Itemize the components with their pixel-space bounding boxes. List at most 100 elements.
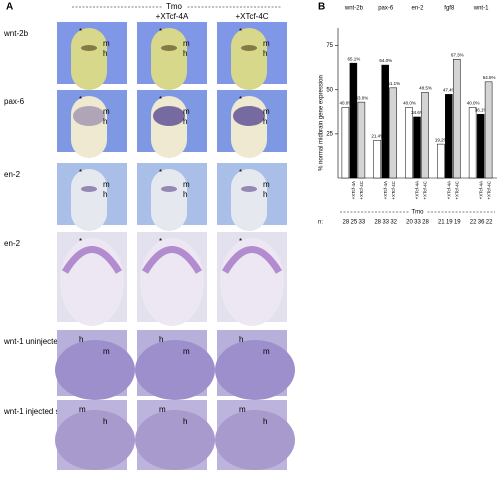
value-label: 43.0% (356, 95, 369, 100)
row-label: en-2 (4, 170, 21, 179)
n-count: 28 (343, 220, 350, 226)
annotation: m (183, 347, 190, 356)
value-label: 51.1% (387, 81, 400, 86)
annotation: * (79, 95, 82, 104)
annotation: h (183, 190, 187, 199)
annotation: h (183, 49, 187, 58)
series-label: +XTcf-4C (486, 180, 491, 199)
embryo (151, 96, 187, 158)
annotation: m (159, 405, 166, 414)
n-count: 33 (414, 220, 421, 226)
stain (221, 246, 283, 274)
annotation: h (263, 49, 267, 58)
bar (341, 107, 350, 179)
series-label: +XTcf-4C (423, 180, 428, 199)
n-label: n: (318, 220, 323, 226)
stain (241, 45, 257, 51)
n-count: 19 (454, 220, 461, 226)
series-label: +XTcf-4A (351, 181, 356, 199)
annotation: * (239, 27, 242, 36)
annotation: m (183, 39, 190, 48)
annotation: * (79, 27, 82, 36)
annotation: h (103, 49, 107, 58)
annotation: * (239, 168, 242, 177)
stain (153, 106, 185, 126)
annotation: h (263, 417, 267, 426)
n-count: 22 (470, 220, 477, 226)
bar (381, 64, 389, 179)
n-count: 28 (374, 220, 381, 226)
header-bg (162, 2, 186, 12)
y-tick-label: 50 (326, 87, 333, 93)
bar (468, 107, 477, 179)
value-label: 34.6% (411, 110, 424, 115)
annotation: m (263, 347, 270, 356)
annotation: h (103, 190, 107, 199)
y-tick-label: 25 (326, 131, 333, 137)
annotation: m (263, 39, 270, 48)
annotation: * (239, 237, 242, 246)
series-label: +XTcf-4A (446, 181, 451, 199)
bar (445, 94, 453, 179)
embryo (55, 340, 135, 400)
stain (81, 186, 97, 192)
row-label: wnt-2b (3, 29, 29, 38)
bar (349, 62, 358, 179)
category-label: en-2 (411, 6, 424, 12)
n-count: 33 (359, 220, 366, 226)
embryo (71, 96, 107, 158)
annotation: h (103, 417, 107, 426)
row-label: en-2 (4, 239, 21, 248)
annotation: * (79, 168, 82, 177)
embryo (135, 410, 215, 470)
n-count: 36 (478, 220, 485, 226)
stain (233, 106, 265, 126)
embryo (71, 169, 107, 231)
annotation: * (239, 95, 242, 104)
annotation: h (103, 117, 107, 126)
annotation: * (79, 237, 82, 246)
panel-label: B (318, 2, 325, 13)
bar (453, 58, 461, 179)
panel-label: A (6, 2, 13, 13)
embryo (71, 28, 107, 90)
row-label: wnt-1 uninjected side (3, 337, 80, 346)
category-label: fgf8 (444, 6, 455, 12)
n-count: 22 (486, 220, 493, 226)
value-label: 21.4% (371, 133, 384, 138)
series-label: +XTcf-4C (391, 180, 396, 199)
column-label: +XTcf-4C (235, 12, 268, 21)
stain (61, 246, 123, 274)
category-label: wnt-2b (344, 6, 364, 12)
category-label: wnt-1 (473, 6, 489, 12)
embryo (151, 28, 187, 90)
embryo (231, 169, 267, 231)
value-label: 54.5% (483, 75, 496, 80)
bar (373, 139, 381, 179)
n-count: 28 (422, 220, 429, 226)
annotation: h (263, 190, 267, 199)
row-label: wnt-1 injected side (3, 407, 71, 416)
annotation: m (79, 405, 86, 414)
embryo (151, 169, 187, 231)
annotation: h (79, 335, 83, 344)
annotation: m (103, 180, 110, 189)
annotation: * (159, 27, 162, 36)
bar (405, 107, 413, 179)
bracket-bg (408, 208, 427, 216)
n-count: 33 (382, 220, 389, 226)
annotation: m (263, 107, 270, 116)
n-count: 32 (390, 220, 397, 226)
stain (73, 106, 105, 126)
annotation: m (239, 405, 246, 414)
bar (437, 143, 445, 179)
bar (484, 81, 493, 179)
value-label: 40.0% (340, 101, 353, 106)
stain (81, 45, 97, 51)
annotation: * (159, 168, 162, 177)
value-label: 40.0% (403, 101, 416, 106)
column-label: +XTcf-4A (156, 12, 189, 21)
value-label: 48.5% (419, 86, 432, 91)
annotation: h (183, 417, 187, 426)
